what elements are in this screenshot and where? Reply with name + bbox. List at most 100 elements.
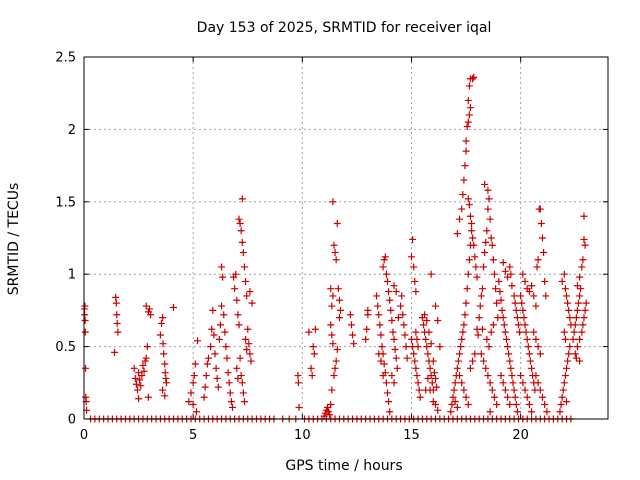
data-point-0-171 (382, 270, 390, 278)
data-point-0-210 (416, 393, 424, 401)
data-point-0-35 (158, 319, 166, 327)
data-point-0-240 (432, 302, 440, 310)
data-point-0-239 (427, 270, 435, 278)
data-point-0-400 (517, 372, 525, 380)
data-point-0-243 (447, 408, 455, 416)
data-point-0-346 (507, 364, 515, 372)
data-point-0-129 (328, 331, 336, 339)
data-point-0-332 (485, 343, 493, 351)
data-point-0-316 (492, 285, 500, 293)
data-point-0-354 (501, 267, 509, 275)
data-point-0-321 (477, 350, 485, 358)
data-point-0-366 (499, 379, 507, 387)
data-point-0-66 (214, 383, 222, 391)
data-point-0-43 (159, 386, 167, 394)
y-tick-label: 2.5 (55, 51, 76, 66)
data-point-0-88 (236, 220, 244, 228)
data-point-0-14 (111, 348, 119, 356)
data-point-0-196 (392, 288, 400, 296)
data-point-0-449 (580, 212, 588, 220)
x-tick-label: 15 (403, 428, 420, 443)
data-point-0-166 (385, 398, 393, 406)
data-point-0-134 (332, 256, 340, 264)
data-point-0-270 (462, 137, 470, 145)
data-point-0-412 (530, 328, 538, 336)
data-point-0-187 (394, 314, 402, 322)
data-point-0-307 (482, 238, 490, 246)
data-point-0-404 (525, 401, 533, 409)
data-point-0-309 (484, 205, 492, 213)
data-point-0-437 (569, 335, 577, 343)
data-point-0-435 (561, 335, 569, 343)
data-point-0-411 (543, 408, 551, 416)
data-point-0-375 (522, 328, 530, 336)
data-point-0-348 (509, 379, 517, 387)
data-point-0-377 (524, 343, 532, 351)
data-point-0-141 (331, 364, 339, 372)
data-point-0-446 (579, 256, 587, 264)
data-point-0-172 (383, 277, 391, 285)
data-point-0-284 (469, 234, 477, 242)
data-point-0-130 (329, 340, 337, 348)
data-point-0-136 (334, 285, 342, 293)
data-point-0-373 (520, 314, 528, 322)
data-point-0-20 (136, 376, 144, 384)
data-point-0-290 (458, 379, 466, 387)
data-point-0-281 (465, 201, 473, 209)
data-point-0-322 (480, 357, 488, 365)
data-point-0-155 (373, 292, 381, 300)
data-point-0-15 (130, 364, 138, 372)
data-point-0-428 (561, 285, 569, 293)
data-point-0-267 (460, 176, 468, 184)
data-point-0-455 (580, 314, 588, 322)
y-tick-label: 2 (68, 123, 76, 138)
data-point-0-361 (512, 306, 520, 314)
data-point-0-51 (189, 401, 197, 409)
data-point-0-406 (532, 372, 540, 380)
data-point-0-140 (332, 357, 340, 365)
data-point-0-347 (508, 372, 516, 380)
data-point-0-96 (244, 325, 252, 333)
data-point-0-387 (525, 288, 533, 296)
data-point-0-218 (423, 343, 431, 351)
data-point-0-133 (331, 248, 339, 256)
y-tick-label: 0.5 (55, 340, 76, 355)
data-point-0-91 (238, 195, 246, 203)
data-point-0-193 (402, 343, 410, 351)
data-point-0-454 (579, 321, 587, 329)
data-point-0-262 (468, 227, 476, 235)
data-point-0-228 (427, 340, 435, 348)
data-point-0-104 (233, 364, 241, 372)
data-point-0-407 (534, 379, 542, 387)
data-point-0-188 (397, 302, 405, 310)
data-point-0-217 (422, 335, 430, 343)
axis-ticks: 0 5 10 15 20 0 0.5 1 1.5 2 2.5 (55, 51, 608, 443)
data-point-0-405 (528, 408, 536, 416)
data-point-0-237 (432, 401, 440, 409)
data-point-0-189 (398, 292, 406, 300)
data-point-0-251 (456, 350, 464, 358)
data-point-0-116 (308, 372, 316, 380)
data-point-0-438 (570, 328, 578, 336)
data-point-0-132 (330, 241, 338, 249)
data-point-0-21 (137, 382, 145, 390)
data-point-0-48 (189, 379, 197, 387)
data-point-0-144 (327, 285, 335, 293)
data-point-0-204 (410, 350, 418, 358)
data-point-0-118 (310, 350, 318, 358)
data-point-0-425 (566, 343, 574, 351)
data-point-0-33 (147, 311, 155, 319)
data-point-0-61 (209, 306, 217, 314)
data-point-0-85 (234, 311, 242, 319)
data-point-0-297 (451, 398, 459, 406)
data-point-0-152 (363, 325, 371, 333)
data-point-0-342 (502, 335, 510, 343)
data-point-0-167 (386, 408, 394, 416)
data-point-0-47 (187, 389, 195, 397)
data-point-0-456 (581, 306, 589, 314)
data-point-0-391 (533, 263, 541, 271)
data-point-0-333 (487, 328, 495, 336)
data-point-0-257 (462, 299, 470, 307)
data-point-0-423 (564, 357, 572, 365)
